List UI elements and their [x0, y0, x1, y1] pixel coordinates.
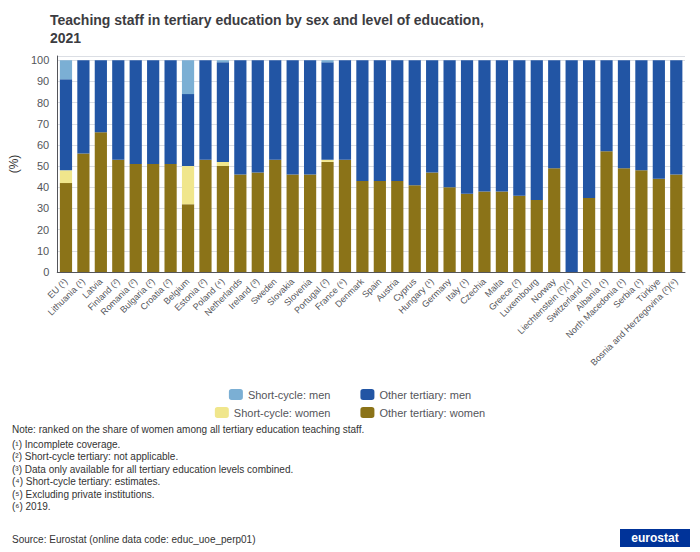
svg-text:(⁴) Short-cycle tertiary: esti: (⁴) Short-cycle tertiary: estimates.	[12, 476, 160, 487]
svg-text:(²) Short-cycle tertiary: not: (²) Short-cycle tertiary: not applicable…	[12, 451, 178, 462]
svg-text:Sweden: Sweden	[248, 276, 279, 307]
svg-text:Bulgaria (²): Bulgaria (²)	[118, 276, 157, 315]
svg-text:Slovenia: Slovenia	[282, 276, 314, 308]
svg-text:Cyprus: Cyprus	[391, 276, 419, 304]
svg-text:Germany: Germany	[419, 276, 454, 310]
svg-text:0: 0	[43, 266, 49, 278]
svg-text:Latvia: Latvia	[80, 276, 105, 301]
svg-text:France (⁶): France (⁶)	[313, 276, 349, 312]
svg-text:2021: 2021	[50, 30, 81, 46]
svg-text:Portugal (²): Portugal (²)	[292, 276, 332, 316]
svg-text:Estonia (²): Estonia (²)	[172, 276, 209, 313]
svg-text:Italy (¹): Italy (¹)	[443, 276, 471, 304]
svg-text:Source: Eurostat (online data: Source: Eurostat (online data code: educ…	[12, 534, 256, 545]
svg-text:Finland (²): Finland (²)	[85, 276, 122, 313]
svg-text:Malta: Malta	[482, 276, 506, 300]
svg-text:100: 100	[31, 54, 49, 66]
svg-text:Denmark: Denmark	[333, 276, 366, 310]
svg-text:Other tertiary: men: Other tertiary: men	[379, 389, 471, 401]
svg-text:Liechtenstein (²)(⁴): Liechtenstein (²)(⁴)	[515, 276, 576, 336]
svg-text:Ireland (³): Ireland (³)	[226, 276, 262, 312]
svg-text:Note: ranked on the share of w: Note: ranked on the share of women among…	[12, 424, 364, 435]
svg-text:Austria: Austria	[374, 276, 401, 304]
svg-text:Other tertiary: women: Other tertiary: women	[379, 407, 485, 419]
svg-text:30: 30	[37, 202, 49, 214]
svg-text:EU (¹): EU (¹)	[45, 276, 70, 301]
svg-text:Hungary (¹): Hungary (¹)	[396, 276, 436, 316]
svg-text:70: 70	[37, 118, 49, 130]
svg-text:Romania (²): Romania (²)	[98, 276, 140, 318]
svg-text:20: 20	[37, 224, 49, 236]
svg-text:Bosnia and Herzegovina (²)(⁶): Bosnia and Herzegovina (²)(⁶)	[589, 276, 680, 367]
svg-text:Lithuania (¹): Lithuania (¹)	[46, 276, 87, 317]
svg-text:Serbia (¹): Serbia (¹)	[611, 276, 645, 310]
svg-text:40: 40	[37, 181, 49, 193]
svg-text:(⁶) 2019.: (⁶) 2019.	[12, 501, 51, 512]
svg-text:Luxembourg: Luxembourg	[497, 276, 541, 319]
svg-text:Belgium: Belgium	[161, 276, 192, 307]
svg-text:Norway: Norway	[529, 276, 558, 306]
svg-text:Poland (⁴): Poland (⁴)	[190, 276, 227, 313]
svg-text:50: 50	[37, 160, 49, 172]
svg-text:Czechia: Czechia	[458, 276, 488, 307]
svg-text:10: 10	[37, 245, 49, 257]
svg-text:Croatia (²): Croatia (²)	[138, 276, 175, 313]
svg-text:Greece (²): Greece (²)	[486, 276, 523, 313]
svg-text:Türkiye: Türkiye	[634, 276, 663, 305]
svg-text:Albania (¹): Albania (¹)	[573, 276, 611, 313]
svg-text:Spain: Spain	[360, 276, 384, 300]
svg-text:Netherlands: Netherlands	[202, 276, 244, 318]
svg-text:(³) Data only available for al: (³) Data only available for all tertiary…	[12, 464, 293, 475]
svg-text:North Macedonia (¹): North Macedonia (¹)	[563, 276, 628, 340]
svg-text:(%): (%)	[7, 155, 21, 174]
svg-text:(¹) Incomplete coverage.: (¹) Incomplete coverage.	[12, 439, 120, 450]
svg-text:Switzerland (¹): Switzerland (¹)	[544, 276, 593, 325]
svg-text:60: 60	[37, 139, 49, 151]
svg-text:eurostat: eurostat	[631, 531, 678, 545]
svg-text:Slovakia: Slovakia	[265, 276, 297, 308]
svg-text:Teaching staff in tertiary edu: Teaching staff in tertiary education by …	[50, 12, 484, 28]
svg-text:Short-cycle: men: Short-cycle: men	[248, 389, 331, 401]
svg-text:80: 80	[37, 97, 49, 109]
svg-text:Short-cycle: women: Short-cycle: women	[234, 407, 331, 419]
svg-text:90: 90	[37, 75, 49, 87]
svg-text:(⁵) Excluding private institut: (⁵) Excluding private institutions.	[12, 489, 155, 500]
